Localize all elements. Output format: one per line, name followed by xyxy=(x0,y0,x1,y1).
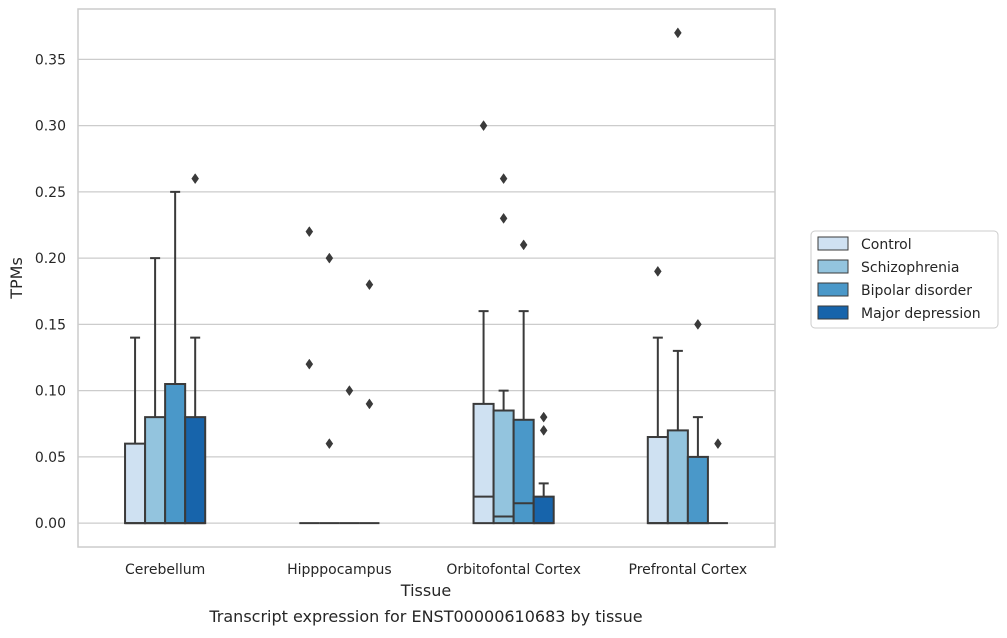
outlier-point xyxy=(499,212,508,224)
outlier-point xyxy=(654,265,662,277)
box-control-0 xyxy=(124,336,147,525)
y-axis-ticks: 0.00 0.05 0.10 0.15 0.20 0.25 0.30 0.35 xyxy=(35,52,66,532)
outlier-point xyxy=(499,173,508,185)
outlier-point xyxy=(674,27,682,39)
legend-label: Bipolar disorder xyxy=(861,283,972,299)
y-tick-label: 0.25 xyxy=(35,185,66,201)
outlier-point xyxy=(694,318,702,330)
y-tick-label: 0.10 xyxy=(35,384,66,400)
x-axis-ticks: Cerebellum Hipppocampus Orbitofontal Corte… xyxy=(125,562,747,578)
y-tick-label: 0.30 xyxy=(35,119,66,135)
outlier-point xyxy=(305,226,314,238)
box-major-depression-2 xyxy=(532,411,555,525)
box-bipolar-disorder-3 xyxy=(686,318,709,525)
y-axis-label: TPMs xyxy=(7,257,26,300)
legend-swatch xyxy=(817,282,849,297)
box-control-2 xyxy=(472,120,495,525)
x-tick-label: Cerebellum xyxy=(125,562,205,578)
box-major-depression-1 xyxy=(359,279,380,525)
outlier-point xyxy=(539,411,548,423)
box-schizophrenia-3 xyxy=(666,27,689,525)
legend-label: Major depression xyxy=(861,306,981,322)
y-tick-label: 0.00 xyxy=(35,516,66,532)
outlier-point xyxy=(714,438,722,450)
outlier-point xyxy=(539,424,548,436)
box-bipolar-disorder-1 xyxy=(339,385,360,525)
legend-swatch xyxy=(817,305,849,320)
legend-swatch xyxy=(817,236,849,251)
box-body xyxy=(164,383,187,525)
outlier-point xyxy=(305,358,314,370)
x-tick-label: Orbitofontal Cortex xyxy=(446,562,581,578)
y-tick-label: 0.15 xyxy=(35,317,66,333)
outlier-point xyxy=(325,438,334,450)
legend-label: Control xyxy=(861,237,912,253)
box-body xyxy=(472,402,495,525)
outlier-point xyxy=(365,279,374,291)
outlier-point xyxy=(479,120,488,132)
legend-label: Schizophrenia xyxy=(861,260,959,276)
box-control-1 xyxy=(299,226,320,525)
box-body xyxy=(646,436,669,525)
legend: Control Schizophrenia Bipolar disorder Majo… xyxy=(810,230,999,329)
boxes xyxy=(124,27,728,525)
box-body xyxy=(686,455,709,525)
box-control-3 xyxy=(646,265,669,525)
y-tick-label: 0.05 xyxy=(35,450,66,466)
box-body xyxy=(532,495,555,525)
outlier-point xyxy=(519,239,528,251)
outlier-point xyxy=(191,173,199,185)
x-tick-label: Prefrontal Cortex xyxy=(629,562,748,578)
box-body xyxy=(512,418,535,525)
outlier-point xyxy=(345,385,354,397)
box-major-depression-0 xyxy=(184,173,207,525)
box-schizophrenia-1 xyxy=(319,252,340,525)
box-bipolar-disorder-0 xyxy=(164,190,187,525)
y-tick-label: 0.35 xyxy=(35,52,66,68)
box-body xyxy=(124,442,147,525)
legend-swatch xyxy=(817,259,849,274)
y-tick-label: 0.20 xyxy=(35,251,66,267)
box-bipolar-disorder-2 xyxy=(512,239,535,525)
plot-area-frame xyxy=(77,8,776,548)
chart-caption: Transcript expression for ENST0000061068… xyxy=(208,607,642,626)
outlier-point xyxy=(325,252,334,264)
box-body xyxy=(492,409,515,525)
x-tick-label: Hipppocampus xyxy=(287,562,392,578)
x-axis-label: Tissue xyxy=(400,581,451,600)
box-body xyxy=(144,416,167,525)
box-body xyxy=(666,429,689,525)
legend-frame xyxy=(810,230,999,329)
box-body xyxy=(184,416,207,525)
outlier-point xyxy=(365,398,374,410)
box-schizophrenia-2 xyxy=(492,173,515,525)
box-major-depression-3 xyxy=(707,438,728,525)
